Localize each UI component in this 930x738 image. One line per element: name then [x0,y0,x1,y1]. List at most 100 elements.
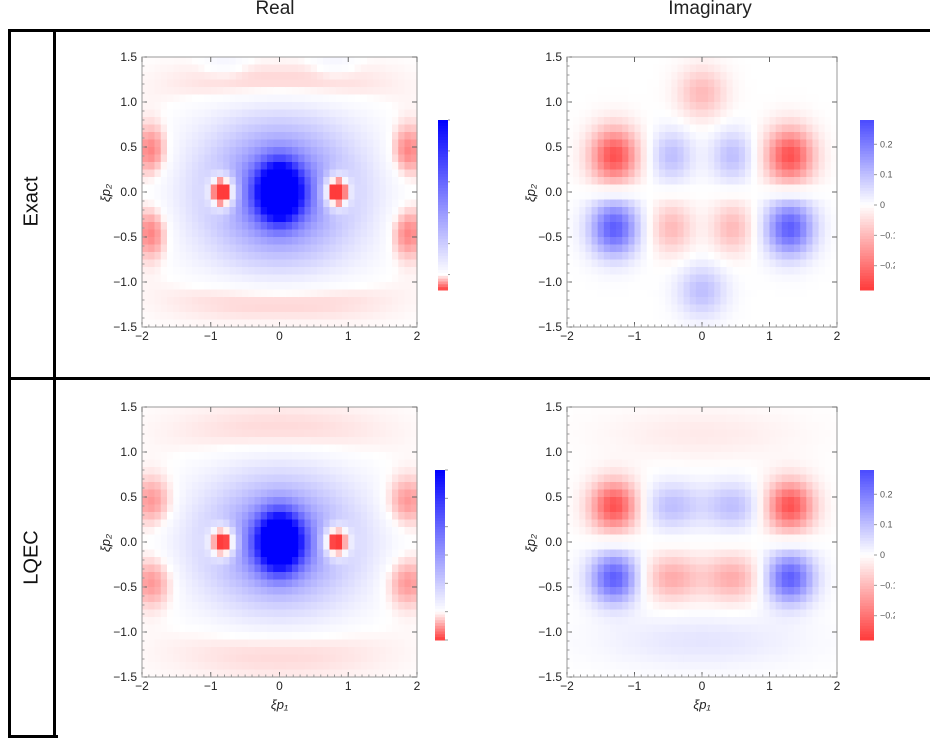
heatmap-cell [603,259,611,268]
heatmap-cell [235,259,243,268]
heatmap-cell [744,319,752,328]
colorbar-segment [438,190,448,195]
heatmap-cell [298,259,306,268]
heatmap-cell [329,444,337,453]
colorbar-segment [860,227,874,231]
heatmap-cell [185,587,193,596]
heatmap-cell [671,72,679,81]
heatmap-cell [304,474,312,483]
heatmap-cell [640,207,648,216]
heatmap-cell [354,199,362,208]
heatmap-cell [751,282,758,291]
heatmap-cell [217,444,224,453]
colorbar-segment [438,162,448,166]
heatmap-cell [298,519,306,528]
heatmap-cell [800,72,807,81]
heatmap-cell [671,297,679,306]
heatmap-cell [720,199,728,208]
heatmap-cell [367,222,374,231]
colorbar-segment [438,233,448,237]
heatmap-cell [775,237,783,246]
heatmap-cell [229,624,237,633]
heatmap-cell [160,624,168,633]
heatmap-cell [800,124,807,133]
heatmap-cell [367,289,374,298]
heatmap-cell [260,244,268,253]
heatmap-cell [379,304,387,313]
heatmap-cell [185,572,193,581]
x-tick-label: −2 [560,329,574,343]
heatmap-cell [634,267,642,276]
heatmap-cell [677,297,685,306]
heatmap-cell [744,312,752,321]
heatmap-cell [198,229,206,238]
heatmap-cell [695,184,703,193]
heatmap-cell [148,64,156,73]
heatmap-cell [223,94,231,103]
heatmap-cell [591,237,599,246]
heatmap-cell [702,229,709,238]
heatmap-cell [160,192,168,201]
heatmap-cell [720,244,728,253]
heatmap-cell [640,304,648,313]
heatmap-cell [360,192,368,201]
heatmap-cell [757,312,764,321]
heatmap-cell [242,534,249,543]
heatmap-cell [757,102,764,111]
heatmap-cell [609,132,617,141]
heatmap-cell [317,222,324,231]
heatmap-cell [646,79,654,88]
heatmap-cell [410,154,418,163]
heatmap-cell [198,312,206,321]
heatmap-cell [585,259,593,268]
heatmap-cell [579,312,587,321]
heatmap-cell [173,444,181,453]
heatmap-cell [689,199,697,208]
heatmap-cell [714,139,722,148]
heatmap-cell [800,244,807,253]
heatmap-cell [404,297,412,306]
heatmap-cell [404,177,412,186]
heatmap-cell [818,222,826,231]
heatmap-cell [794,102,801,111]
heatmap-cell [185,647,193,656]
heatmap-cell [392,429,399,438]
heatmap-cell [229,579,237,588]
heatmap-cell [210,57,218,66]
heatmap-cell [573,132,580,141]
heatmap-cell [751,109,758,118]
colorbar-segment [438,224,448,229]
heatmap-cell [154,564,162,573]
heatmap-cell [659,244,666,253]
heatmap-cell [167,192,174,201]
heatmap-cell [192,504,199,513]
heatmap-cell [708,162,715,171]
heatmap-cell [310,467,318,476]
heatmap-cell [142,504,149,513]
heatmap-cell [148,319,156,328]
heatmap-cell [298,482,306,491]
heatmap-cell [689,124,697,133]
heatmap-cell [192,497,199,506]
heatmap-cell [167,489,174,498]
colorbar-segment [438,137,448,141]
heatmap-cell [160,497,168,506]
heatmap-cell [708,222,715,231]
heatmap-cell [794,132,801,141]
heatmap-cell [298,139,306,148]
heatmap-cell [310,482,318,491]
heatmap-cell [148,267,156,276]
heatmap-cell [806,274,814,283]
heatmap-cell [335,79,343,88]
y-tick-label: 0.0 [120,185,137,199]
heatmap-cell [260,304,268,313]
heatmap-cell [285,669,293,678]
colorbar-segment [860,131,874,135]
heatmap-cell [217,214,224,223]
heatmap-cell [235,452,243,461]
heatmap-cell [567,162,574,171]
heatmap-cell [348,669,356,678]
heatmap-cell [591,304,599,313]
heatmap-cell [385,177,393,186]
heatmap-cell [806,244,814,253]
